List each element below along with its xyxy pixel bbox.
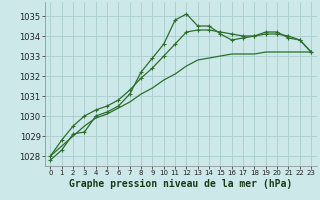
X-axis label: Graphe pression niveau de la mer (hPa): Graphe pression niveau de la mer (hPa) (69, 179, 292, 189)
